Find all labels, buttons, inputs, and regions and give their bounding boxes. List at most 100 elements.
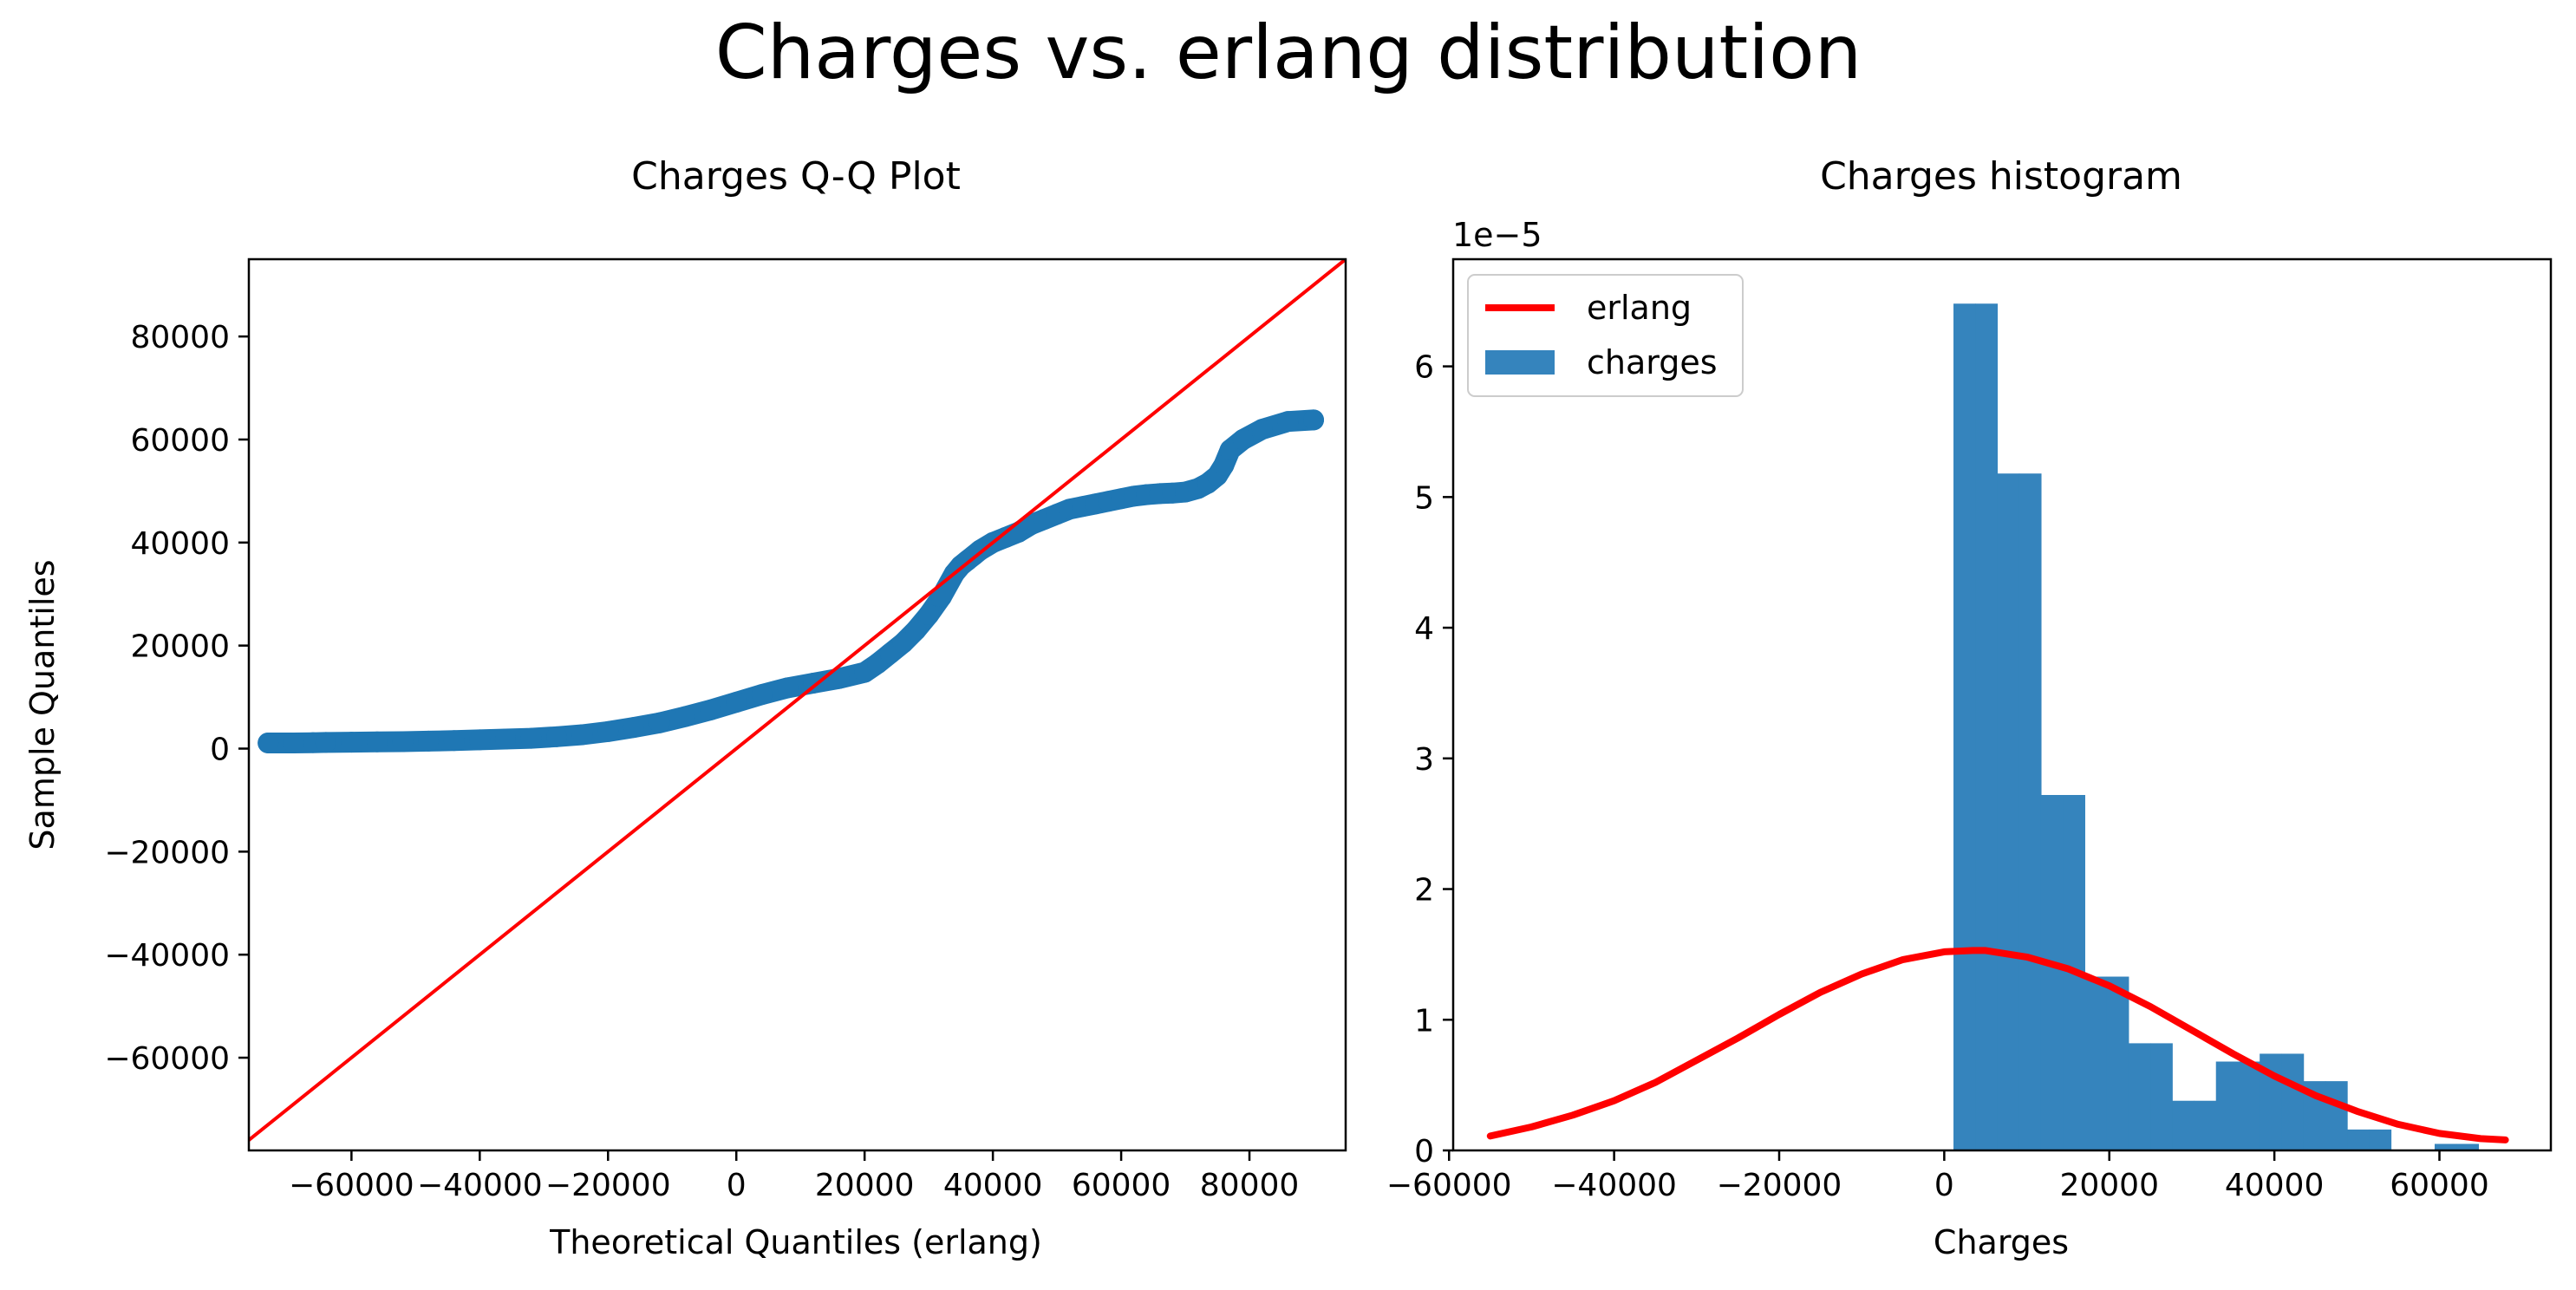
histogram-bar bbox=[2281, 1053, 2305, 1150]
histogram-y-tick-label: 6 bbox=[1414, 350, 1434, 386]
qq-point bbox=[892, 632, 914, 654]
qq-point bbox=[700, 699, 721, 720]
histogram-bar bbox=[2456, 1143, 2480, 1150]
qq-x-tick-label: 20000 bbox=[815, 1168, 915, 1203]
qq-series bbox=[249, 259, 1346, 1143]
qq-point bbox=[469, 729, 491, 751]
histogram-x-tick-label: 40000 bbox=[2225, 1168, 2325, 1203]
qq-point bbox=[777, 677, 799, 699]
histogram-y-tick-label: 0 bbox=[1414, 1134, 1434, 1169]
qq-point bbox=[1232, 428, 1254, 450]
qq-x-tick-label: −40000 bbox=[417, 1168, 543, 1203]
histogram-x-tick-label: −60000 bbox=[1386, 1168, 1512, 1203]
qq-reference-line bbox=[249, 259, 1346, 1143]
qq-plot-panel: Charges Q-Q Plot −60000 −40000 −20000 0 2000… bbox=[23, 154, 1347, 1261]
qq-x-tick-label: −60000 bbox=[289, 1168, 414, 1203]
qq-point bbox=[751, 684, 773, 706]
qq-point bbox=[802, 673, 824, 694]
qq-point bbox=[258, 732, 279, 753]
qq-y-tick-label: −60000 bbox=[104, 1041, 230, 1077]
qq-x-tick-label: −20000 bbox=[545, 1168, 671, 1203]
qq-point bbox=[392, 731, 414, 752]
qq-point bbox=[1251, 419, 1273, 440]
histogram-x-tick-label: 60000 bbox=[2390, 1168, 2489, 1203]
qq-plot-area bbox=[249, 259, 1346, 1143]
qq-y-tick-label: 0 bbox=[210, 733, 230, 768]
histogram-y-ticks: 0 1 2 3 4 5 6 bbox=[1414, 350, 1453, 1169]
histogram-bar bbox=[2369, 1129, 2392, 1150]
qq-point bbox=[571, 724, 593, 746]
qq-point bbox=[1303, 409, 1325, 431]
histogram-legend: erlang charges bbox=[1467, 274, 1744, 397]
histogram-bar bbox=[2106, 976, 2129, 1150]
qq-x-tick-label: 80000 bbox=[1200, 1168, 1300, 1203]
qq-x-tick-label: 0 bbox=[727, 1168, 747, 1203]
histogram-bar bbox=[2325, 1081, 2348, 1150]
qq-x-axis-label: Theoretical Quantiles (erlang) bbox=[549, 1223, 1042, 1261]
legend-charges-label: charges bbox=[1587, 343, 1718, 381]
histogram-x-ticks: −60000 −40000 −20000 0 20000 40000 60000 bbox=[1386, 1150, 2489, 1203]
qq-y-tick-label: 60000 bbox=[130, 423, 230, 459]
histogram-bar bbox=[2237, 1061, 2260, 1150]
qq-point bbox=[341, 732, 362, 753]
qq-point bbox=[1277, 411, 1299, 433]
histogram-x-tick-label: −20000 bbox=[1717, 1168, 1842, 1203]
qq-y-tick-label: 20000 bbox=[130, 629, 230, 665]
histogram-offset-text: 1e−5 bbox=[1452, 216, 1542, 254]
histogram-y-tick-label: 4 bbox=[1414, 611, 1434, 647]
erlang-pdf-curve bbox=[1486, 947, 2509, 1143]
histogram-bar bbox=[2040, 795, 2064, 1150]
qq-y-axis-label: Sample Quantiles bbox=[23, 559, 62, 850]
histogram-panel: Charges histogram 1e−5 −60000 −40000 −2000… bbox=[1386, 154, 2553, 1261]
histogram-bar bbox=[2347, 1129, 2370, 1150]
histogram-bar bbox=[2172, 1100, 2195, 1150]
qq-point bbox=[623, 717, 644, 739]
legend-erlang-label: erlang bbox=[1587, 289, 1692, 327]
qq-point bbox=[597, 720, 619, 742]
histogram-y-tick-label: 2 bbox=[1414, 873, 1434, 909]
qq-point bbox=[520, 727, 542, 749]
histogram-bar bbox=[2434, 1143, 2457, 1150]
qq-plot-title: Charges Q-Q Plot bbox=[631, 154, 961, 199]
histogram-plot-area bbox=[1486, 303, 2509, 1150]
qq-point bbox=[649, 712, 670, 733]
histogram-bar bbox=[1997, 473, 2020, 1150]
histogram-x-tick-label: −40000 bbox=[1551, 1168, 1677, 1203]
qq-point bbox=[315, 732, 336, 753]
histogram-y-tick-label: 3 bbox=[1414, 742, 1434, 778]
histogram-x-tick-label: 20000 bbox=[2059, 1168, 2159, 1203]
histogram-frame bbox=[1451, 257, 2553, 1152]
qq-point bbox=[726, 692, 747, 713]
histogram-x-axis-label: Charges bbox=[1934, 1223, 2069, 1261]
qq-point bbox=[494, 728, 516, 750]
histogram-bar bbox=[2194, 1100, 2217, 1150]
histogram-y-tick-label: 1 bbox=[1414, 1003, 1434, 1039]
histogram-bar bbox=[2215, 1061, 2239, 1150]
qq-point bbox=[418, 730, 440, 752]
histogram-y-tick-label: 5 bbox=[1414, 480, 1434, 516]
qq-x-ticks: −60000 −40000 −20000 0 20000 40000 60000 80000 bbox=[289, 1150, 1299, 1203]
legend-charges-bar-swatch bbox=[1485, 350, 1555, 375]
histogram-title: Charges histogram bbox=[1820, 154, 2182, 199]
histogram-bar bbox=[2128, 1043, 2151, 1150]
qq-plot-frame bbox=[247, 257, 1347, 1152]
qq-point bbox=[546, 726, 568, 747]
histogram-bar bbox=[2018, 473, 2042, 1150]
qq-x-tick-label: 60000 bbox=[1072, 1168, 1171, 1203]
qq-point bbox=[443, 730, 465, 752]
figure-suptitle: Charges vs. erlang distribution bbox=[715, 10, 1862, 96]
qq-point bbox=[918, 604, 940, 626]
qq-point bbox=[930, 586, 952, 608]
qq-point bbox=[905, 619, 927, 641]
qq-y-tick-label: 40000 bbox=[130, 526, 230, 562]
qq-y-tick-label: 80000 bbox=[130, 320, 230, 355]
qq-y-ticks: −60000 −40000 −20000 0 20000 40000 60000 80000 bbox=[104, 320, 249, 1077]
qq-y-tick-label: −40000 bbox=[104, 938, 230, 974]
qq-point bbox=[283, 732, 304, 753]
histogram-bar bbox=[1953, 303, 1976, 1150]
qq-point bbox=[675, 706, 696, 727]
histogram-bar bbox=[2084, 976, 2108, 1150]
histogram-x-tick-label: 0 bbox=[1934, 1168, 1954, 1203]
qq-x-tick-label: 40000 bbox=[943, 1168, 1043, 1203]
